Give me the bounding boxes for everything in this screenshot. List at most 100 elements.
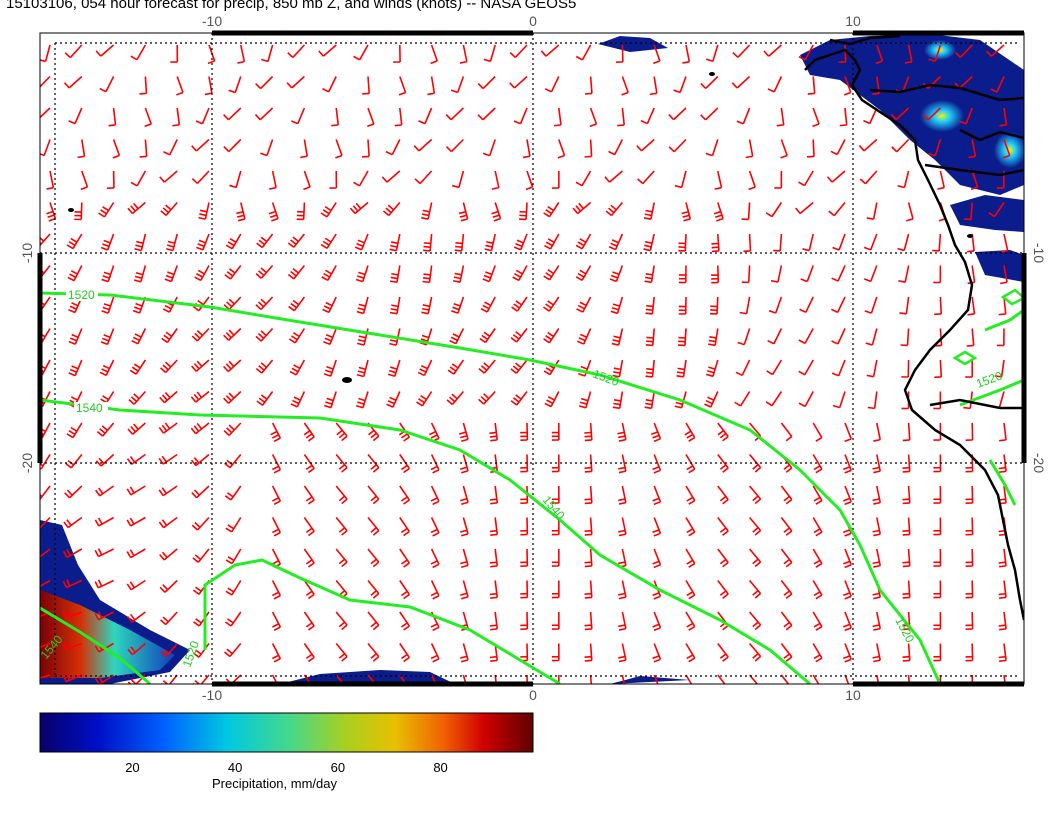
wind-barb <box>900 328 910 347</box>
wind-barb <box>735 359 751 377</box>
wind-barb <box>399 485 410 505</box>
wind-barb <box>190 422 210 435</box>
wind-barb <box>101 296 115 314</box>
wind-barb <box>637 170 655 185</box>
wind-barb <box>843 548 852 569</box>
wind-barb <box>954 44 973 58</box>
lon-tick-bottom: 10 <box>845 687 861 703</box>
wind-barb <box>331 107 340 127</box>
wind-barb <box>399 643 410 663</box>
wind-barb <box>544 233 560 250</box>
wind-barb <box>922 107 941 121</box>
wind-barb <box>745 139 754 159</box>
wind-barb <box>510 391 528 406</box>
wind-barb <box>618 611 627 631</box>
wind-barb <box>271 611 282 632</box>
wind-barb <box>95 453 115 467</box>
wind-barb <box>451 296 465 314</box>
wind-barb <box>158 516 178 529</box>
wind-barb <box>572 201 592 215</box>
wind-barb <box>812 517 823 537</box>
contour-1520-coast3 <box>988 459 1017 506</box>
wind-barb <box>748 642 762 662</box>
wind-barb <box>126 611 146 623</box>
wind-barb <box>144 107 152 128</box>
wind-barb <box>618 517 627 537</box>
contour-small <box>1000 288 1024 306</box>
wind-barb <box>192 643 210 658</box>
wind-barb <box>160 201 178 216</box>
wind-barb <box>254 107 274 121</box>
wind-barb <box>875 44 884 65</box>
wind-barb <box>261 44 274 63</box>
wind-barb <box>645 328 655 347</box>
wind-barb <box>207 44 216 65</box>
wind-barb <box>389 233 401 252</box>
wind-barb <box>106 170 115 189</box>
wind-barb <box>513 233 528 251</box>
wind-barb <box>321 265 337 282</box>
wind-barb <box>223 138 242 153</box>
wind-barb <box>610 296 624 315</box>
wind-barb <box>859 170 878 185</box>
wind-barb <box>191 485 210 499</box>
precip-area-ne2 <box>950 195 1024 232</box>
wind-barb <box>190 453 210 467</box>
wind-barb <box>604 170 623 183</box>
wind-barb <box>427 76 436 96</box>
wind-barb <box>858 138 878 152</box>
wind-barb <box>798 391 814 408</box>
contour-labels: 1520 1540 1520 1540 1520 1520 1540 1520 <box>38 288 1005 669</box>
colorbar-ramp <box>39 712 534 753</box>
wind-barb <box>799 296 814 314</box>
contour-label: 1520 <box>591 367 621 389</box>
wind-barb <box>224 265 242 280</box>
wind-barb <box>873 422 882 442</box>
wind-barb <box>644 391 655 410</box>
wind-barb <box>66 422 83 439</box>
wind-barb <box>618 548 627 568</box>
wind-barb <box>933 643 942 662</box>
wind-barb <box>766 359 783 376</box>
wind-barb <box>970 170 979 191</box>
wind-barb <box>798 170 814 187</box>
lon-tick-bottom: 0 <box>529 687 537 703</box>
lon-tick-bottom: -10 <box>202 687 222 703</box>
precip-core-sw <box>40 590 175 678</box>
wind-barb <box>223 296 242 311</box>
wind-barb <box>706 359 719 378</box>
wind-barb <box>418 107 433 125</box>
wind-barb <box>717 454 729 473</box>
wind-barb <box>163 139 178 156</box>
wind-barb <box>108 107 117 127</box>
wind-barb <box>650 422 662 443</box>
wind-barb <box>717 580 729 599</box>
wind-barb <box>255 359 274 374</box>
wind-barb <box>62 548 83 559</box>
wind-barb <box>99 76 115 93</box>
wind-barb <box>708 328 719 347</box>
wind-barb <box>367 485 380 505</box>
wind-barb <box>674 170 687 189</box>
contour-1540-main <box>40 398 811 684</box>
wind-barb <box>668 107 687 121</box>
wind-barb <box>94 611 114 621</box>
wind-barb <box>112 139 121 159</box>
wind-barb <box>643 233 655 252</box>
wind-barb <box>68 359 83 377</box>
wind-barb <box>228 76 242 94</box>
wind-barb <box>128 390 147 405</box>
wind-barb <box>460 517 469 537</box>
wind-barb <box>222 359 242 373</box>
wind-barb <box>430 548 440 569</box>
wind-barb <box>100 328 115 346</box>
contour-label: 1520 <box>180 639 202 669</box>
wind-barb <box>322 296 337 314</box>
wind-barb <box>303 548 315 568</box>
wind-barb <box>897 170 910 189</box>
wind-barb <box>933 265 942 284</box>
wind-barb <box>63 516 83 529</box>
wind-barb <box>998 296 1007 316</box>
coastline <box>804 34 1024 621</box>
wind-barb <box>335 516 348 536</box>
